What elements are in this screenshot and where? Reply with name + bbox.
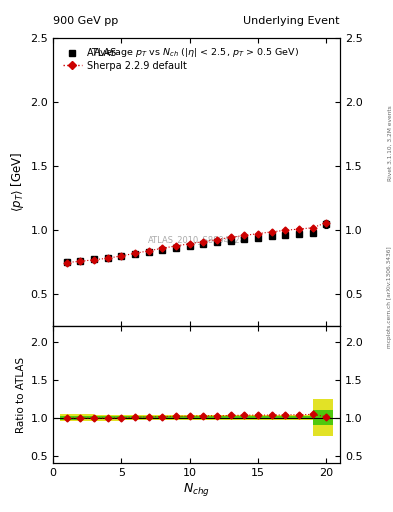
Y-axis label: Ratio to ATLAS: Ratio to ATLAS (16, 357, 26, 433)
Text: 900 GeV pp: 900 GeV pp (53, 15, 118, 26)
Legend: ATLAS, Sherpa 2.2.9 default: ATLAS, Sherpa 2.2.9 default (59, 44, 191, 74)
Text: Rivet 3.1.10, 3.2M events: Rivet 3.1.10, 3.2M events (387, 105, 392, 181)
X-axis label: $N_{chg}$: $N_{chg}$ (183, 481, 210, 498)
Text: mcplots.cern.ch [arXiv:1306.3436]: mcplots.cern.ch [arXiv:1306.3436] (387, 246, 392, 348)
Text: Underlying Event: Underlying Event (243, 15, 340, 26)
Text: Average $p_{T}$ vs $N_{ch}$ ($|\eta|$ < 2.5, $p_{T}$ > 0.5 GeV): Average $p_{T}$ vs $N_{ch}$ ($|\eta|$ < … (94, 46, 299, 58)
Y-axis label: $\langle p_{T} \rangle$ [GeV]: $\langle p_{T} \rangle$ [GeV] (9, 152, 26, 212)
Text: ATLAS_2010_S8894728: ATLAS_2010_S8894728 (147, 236, 246, 244)
